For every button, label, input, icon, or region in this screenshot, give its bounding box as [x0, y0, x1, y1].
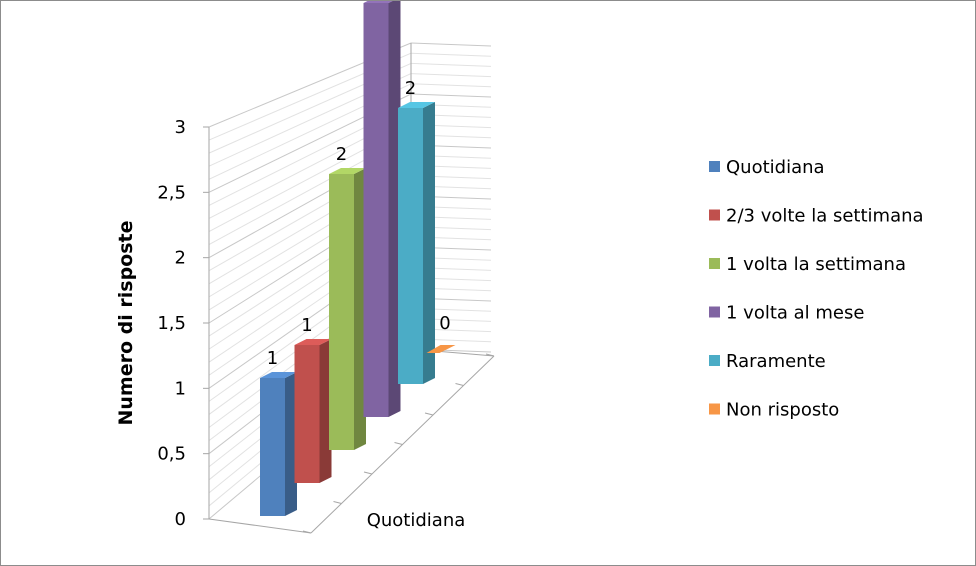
x-tick-label: Quotidiana	[367, 510, 466, 531]
y-tick-label: 1	[175, 378, 186, 399]
depth-tick	[333, 501, 342, 504]
bar-front	[260, 378, 285, 516]
bar	[398, 102, 435, 384]
y-tick-label: 2,5	[157, 182, 186, 203]
bar-side	[388, 1, 401, 417]
gridline	[410, 62, 492, 67]
depth-tick	[302, 530, 312, 534]
y-tick-label: 0,5	[157, 444, 186, 465]
legend-swatch	[709, 355, 720, 366]
data-label: 1	[301, 315, 312, 336]
legend: Quotidiana 2/3 volte la settimana 1 volta …	[709, 157, 924, 421]
bar-front	[329, 174, 354, 450]
depth-tick	[363, 471, 373, 475]
bar	[294, 339, 332, 483]
bar	[363, 1, 401, 417]
legend-swatch	[709, 161, 720, 172]
legend-label: Non risposto	[726, 400, 839, 421]
bar	[260, 372, 297, 516]
legend-swatch	[709, 258, 720, 269]
data-label: 2	[336, 144, 347, 165]
gridline	[410, 73, 492, 78]
bar-top	[294, 339, 332, 345]
data-label: 2	[405, 78, 416, 99]
bar-side	[354, 168, 366, 450]
legend-label: Raramente	[726, 351, 826, 372]
y-tick-label: 1,5	[157, 313, 186, 334]
legend-swatch	[709, 209, 720, 221]
legend-label: 2/3 volte la settimana	[726, 206, 924, 227]
chart-axes: 0 0,5 1 1,5 2 2,5 3 Numero di risposte Quotidian…	[115, 117, 465, 531]
bar-top	[329, 168, 366, 174]
gridline	[410, 83, 492, 88]
legend-label: Quotidiana	[726, 157, 825, 178]
legend-label: 1 volta al mese	[726, 303, 864, 324]
bar	[329, 168, 366, 450]
depth-tick	[394, 442, 403, 445]
legend-label: 1 volta la settimana	[726, 254, 906, 275]
bar-top	[398, 102, 435, 108]
bar-top	[260, 372, 297, 378]
bar-front	[363, 3, 389, 417]
bar	[426, 345, 456, 353]
bar-front	[398, 108, 423, 384]
gridline	[410, 52, 492, 57]
gridline	[410, 42, 492, 47]
y-tick-label: 2	[175, 248, 186, 269]
bar-top	[363, 1, 393, 3]
data-label: 0	[439, 313, 450, 334]
bar-top	[426, 345, 456, 353]
data-label: 1	[267, 348, 278, 369]
y-axis-title: Numero di risposte	[115, 220, 137, 425]
depth-tick	[424, 412, 434, 416]
chart-labels: 112320	[267, 78, 451, 369]
legend-swatch	[709, 403, 720, 415]
bar-side	[319, 339, 332, 483]
legend-swatch	[709, 306, 720, 318]
bar-side	[423, 102, 435, 384]
depth-tick	[485, 353, 495, 357]
bar-front	[294, 345, 320, 483]
bar-side	[285, 372, 297, 516]
chart-bars	[260, 1, 456, 516]
floor-edge	[208, 518, 312, 534]
depth-tick	[455, 383, 464, 386]
gridline	[410, 93, 492, 98]
y-tick-label: 0	[175, 509, 186, 530]
y-tick-label: 3	[175, 117, 186, 138]
